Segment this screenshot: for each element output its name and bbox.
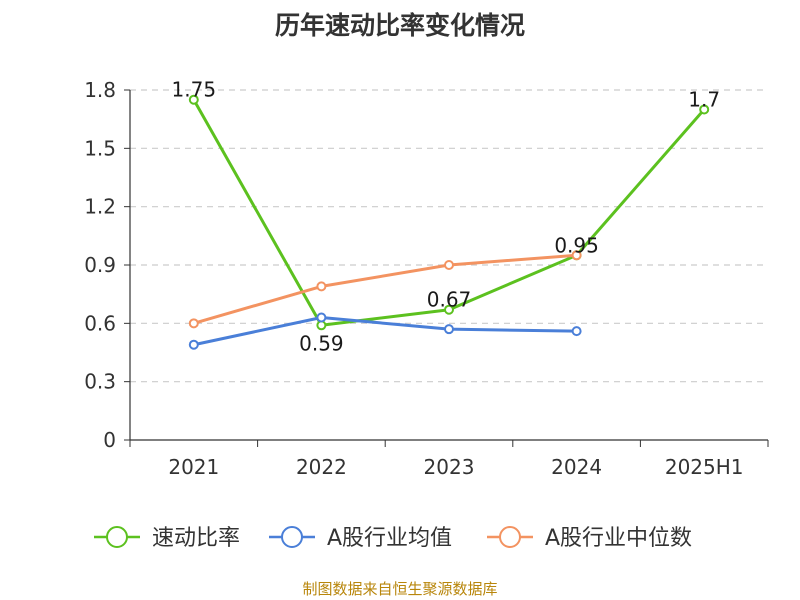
legend-marker-icon bbox=[499, 526, 521, 548]
legend-item-0[interactable]: 速动比率 bbox=[94, 526, 240, 551]
legend[interactable]: 速动比率 A股行业均值 A股行业中位数 bbox=[94, 526, 692, 551]
y-tick-label: 0.6 bbox=[84, 311, 116, 335]
legend-item-1[interactable]: A股行业均值 bbox=[269, 526, 452, 551]
y-tick-label: 1.5 bbox=[84, 136, 116, 160]
legend-item-2[interactable]: A股行业中位数 bbox=[487, 526, 692, 551]
data-point[interactable] bbox=[699, 104, 710, 115]
y-tick-label: 0.9 bbox=[84, 253, 116, 277]
data-label: 0.95 bbox=[554, 233, 599, 257]
legend-marker-icon bbox=[106, 526, 128, 548]
data-label: 1.7 bbox=[688, 87, 720, 111]
data-label: 0.67 bbox=[427, 288, 472, 312]
series-line-2 bbox=[193, 253, 577, 325]
y-tick-label: 1.8 bbox=[84, 78, 116, 102]
data-point[interactable] bbox=[444, 304, 454, 315]
axes: 0 0.3 0.6 0.9 1.2 1.5 1.8 2021 2022 2023 2024 2025H… bbox=[84, 78, 769, 479]
data-point[interactable] bbox=[316, 312, 327, 323]
legend-marker-icon bbox=[281, 526, 303, 548]
data-point[interactable] bbox=[571, 250, 582, 261]
data-label: 1.75 bbox=[172, 78, 217, 102]
data-point[interactable] bbox=[571, 326, 582, 337]
data-point[interactable] bbox=[188, 94, 199, 105]
data-label: 0.59 bbox=[299, 331, 344, 355]
legend-label: 速动比率 bbox=[152, 526, 240, 551]
series-group bbox=[188, 94, 710, 350]
source-note: 制图数据来自恒生聚源数据库 bbox=[302, 580, 498, 598]
x-tick-label: 2021 bbox=[168, 455, 219, 479]
data-labels: 1.75 0.59 0.67 0.95 1.7 bbox=[172, 78, 721, 356]
y-tick-label: 1.2 bbox=[84, 195, 116, 219]
data-point[interactable] bbox=[316, 281, 327, 292]
x-tick-label: 2022 bbox=[296, 455, 347, 479]
data-point[interactable] bbox=[188, 318, 199, 329]
y-tick-label: 0 bbox=[103, 428, 116, 452]
data-point[interactable] bbox=[444, 260, 454, 270]
series-line-1 bbox=[193, 316, 577, 347]
x-tick-label: 2025H1 bbox=[665, 455, 744, 479]
data-point[interactable] bbox=[444, 324, 454, 335]
x-tick-label: 2023 bbox=[424, 455, 475, 479]
chart-title: 历年速动比率变化情况 bbox=[274, 11, 525, 40]
x-tick-label: 2024 bbox=[551, 455, 602, 479]
data-point[interactable] bbox=[188, 339, 199, 350]
legend-label: A股行业均值 bbox=[327, 526, 452, 551]
y-tick-label: 0.3 bbox=[84, 370, 116, 394]
legend-label: A股行业中位数 bbox=[545, 526, 692, 551]
